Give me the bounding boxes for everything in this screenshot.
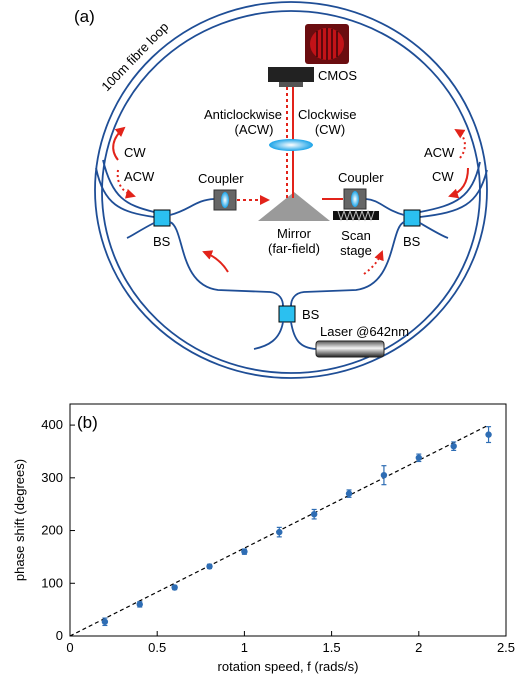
x-tick-label: 0.5 — [148, 640, 166, 655]
y-tick-label: 100 — [41, 575, 63, 590]
x-tick-label: 2 — [415, 640, 422, 655]
y-axis: 0 100 200 300 400 — [41, 417, 75, 643]
data-point — [380, 471, 388, 479]
fibre-left-upper — [95, 167, 155, 218]
left-cw-arrow — [112, 126, 126, 161]
acw-label-2: (ACW) — [235, 122, 274, 137]
right-cw-label: CW — [432, 169, 454, 184]
fibre-bs-right-to-bottom — [290, 221, 405, 307]
data-point — [136, 601, 143, 608]
data-point — [345, 490, 353, 497]
y-axis-label: phase shift (degrees) — [12, 459, 27, 581]
left-acw-arrow — [116, 169, 136, 199]
data-point — [241, 548, 248, 555]
data-point — [310, 511, 318, 518]
fibre-bs-right-tail — [419, 222, 449, 239]
data-point — [485, 431, 492, 438]
cw-label-2: (CW) — [315, 122, 345, 137]
y-tick-label: 200 — [41, 523, 63, 538]
y-tick-label: 300 — [41, 470, 63, 485]
x-tick-label: 2.5 — [497, 640, 515, 655]
panel-a: (a) 100m fibre loop BS BS BS Laser @642n… — [74, 1, 488, 379]
scan-label-1: Scan — [341, 228, 371, 243]
coupler-right-label: Coupler — [338, 170, 384, 185]
scan-stage-screw — [337, 209, 375, 222]
x-tick-label: 0 — [66, 640, 73, 655]
fibre-left-upper-2 — [102, 159, 155, 213]
cmos-camera — [268, 67, 314, 82]
fibre-bs-left-tail — [126, 222, 155, 239]
data-point — [171, 584, 178, 591]
laser — [315, 340, 385, 358]
fibre-bs-left-to-coupler — [169, 198, 215, 216]
coupler-left-label: Coupler — [198, 171, 244, 186]
left-cw-label: CW — [124, 145, 146, 160]
left-acw-label: ACW — [124, 169, 155, 184]
bs-right-label: BS — [403, 234, 421, 249]
panel-b: (b) 0 0.5 1 1.5 2 2.5 0 100 200 300 400 rotation … — [12, 403, 515, 674]
fibre-label: 100m fibre loop — [98, 19, 171, 94]
cmos-label: CMOS — [318, 68, 357, 83]
imaging-lens — [269, 139, 313, 151]
y-tick-label: 0 — [56, 628, 63, 643]
mirror — [258, 192, 330, 221]
x-tick-label: 1.5 — [323, 640, 341, 655]
fringe-lines — [316, 28, 338, 60]
coupler-left-lens — [221, 192, 229, 208]
x-axis: 0 0.5 1 1.5 2 2.5 — [66, 631, 515, 655]
scan-stage — [333, 211, 379, 220]
right-acw-label: ACW — [424, 145, 455, 160]
data-point — [206, 563, 213, 570]
fibre-bs-left-to-bottom — [169, 221, 284, 307]
scan-label-2: stage — [340, 243, 372, 258]
acw-label-1: Anticlockwise — [204, 107, 282, 122]
bottom-left-arrow — [202, 250, 229, 273]
x-axis-label: rotation speed, f (rads/s) — [218, 659, 359, 674]
fibre-bs-right-to-coupler — [365, 198, 405, 216]
beam-splitter-left — [153, 209, 171, 227]
bs-left-label: BS — [153, 234, 171, 249]
beam-splitter-right — [403, 209, 421, 227]
fibre-loop-outer — [94, 1, 488, 379]
fibre-bs-bottom-tail — [253, 321, 284, 350]
panel-a-label: (a) — [74, 7, 95, 26]
beam-splitter-bottom — [278, 305, 296, 323]
laser-label: Laser @642nm — [320, 324, 409, 339]
fibre-bs-bottom-to-laser — [290, 321, 317, 350]
mirror-label-1: Mirror — [277, 226, 312, 241]
right-acw-arrow — [454, 128, 466, 159]
data-point — [450, 442, 457, 450]
fibre-right-upper — [419, 169, 488, 218]
fibre-loop-inner — [101, 10, 481, 374]
coupler-right-lens — [351, 191, 359, 207]
bs-bottom-label: BS — [302, 307, 320, 322]
bottom-right-arrow — [363, 250, 384, 275]
fibre-right-upper-2 — [419, 161, 481, 213]
data-series — [101, 426, 492, 627]
data-point — [276, 528, 283, 536]
cw-label-1: Clockwise — [298, 107, 357, 122]
y-tick-label: 400 — [41, 417, 63, 432]
plot-frame — [69, 403, 507, 637]
right-cw-arrow — [448, 167, 469, 199]
data-point — [101, 618, 109, 625]
panel-b-label: (b) — [77, 413, 98, 432]
cmos-mount — [279, 82, 303, 87]
mirror-label-2: (far-field) — [268, 241, 320, 256]
x-tick-label: 1 — [241, 640, 248, 655]
data-point — [415, 454, 422, 461]
